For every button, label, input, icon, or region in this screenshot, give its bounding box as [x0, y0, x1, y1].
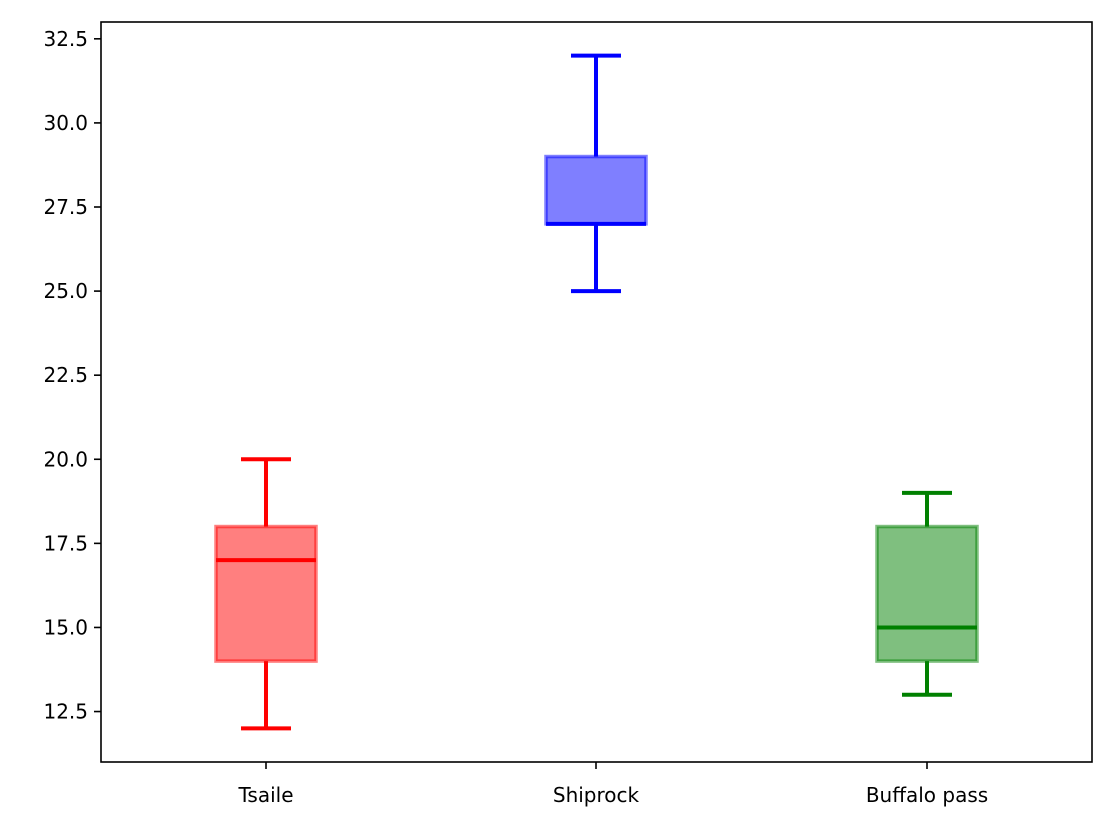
x-axis: Tsaile Shiprock Buffalo pass — [238, 762, 988, 807]
x-tick-label: Tsaile — [238, 783, 294, 807]
y-tick-label: 22.5 — [43, 363, 88, 387]
box-tsaile — [214, 457, 318, 731]
x-tick-label: Shiprock — [553, 783, 640, 807]
y-tick-label: 25.0 — [43, 279, 88, 303]
y-tick-label: 32.5 — [43, 27, 88, 51]
box-body — [875, 524, 979, 663]
y-tick-label: 30.0 — [43, 111, 88, 135]
y-axis: 12.5 15.0 17.5 20.0 22.5 25.0 27.5 30.0 32.5 — [43, 27, 101, 724]
box-shiprock — [544, 53, 648, 294]
x-tick-label: Buffalo pass — [866, 783, 988, 807]
box-body — [214, 524, 318, 663]
y-tick-label: 17.5 — [43, 531, 88, 555]
box-body — [544, 154, 648, 226]
y-tick-label: 20.0 — [43, 447, 88, 471]
box-buffalo-pass — [875, 490, 979, 697]
y-tick-label: 27.5 — [43, 195, 88, 219]
y-tick-label: 15.0 — [43, 615, 88, 639]
box-series — [214, 53, 979, 731]
y-tick-label: 12.5 — [43, 700, 88, 724]
